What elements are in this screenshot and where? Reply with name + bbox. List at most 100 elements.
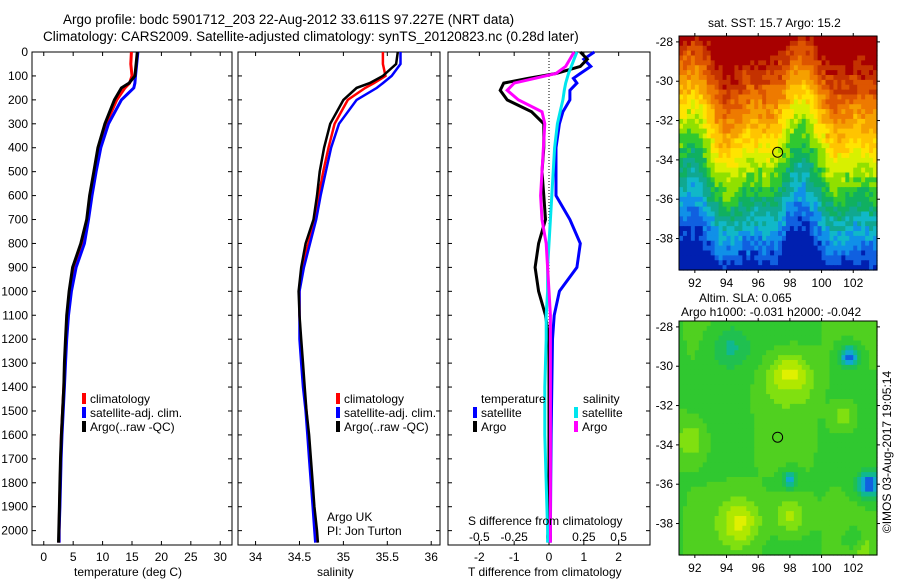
- map-cell: [785, 187, 791, 193]
- map-cell: [774, 477, 779, 483]
- map-cell: [754, 481, 759, 488]
- x-tick-label: 5: [70, 550, 77, 564]
- map-cell: [825, 540, 831, 546]
- map-cell: [770, 525, 775, 532]
- map-cell: [702, 143, 708, 149]
- map-cell: [857, 438, 862, 444]
- map-cell: [758, 345, 763, 351]
- map-cell: [762, 486, 767, 493]
- map-cell: [754, 50, 759, 57]
- map-cell: [730, 240, 736, 247]
- map-cell: [726, 167, 732, 174]
- map-cell: [702, 162, 708, 169]
- map-cell: [762, 355, 767, 361]
- map-cell: [785, 506, 791, 512]
- map-cell: [865, 423, 870, 429]
- map-cell: [730, 192, 736, 198]
- map-cell: [730, 60, 736, 66]
- map-cell: [682, 196, 688, 203]
- map-cell: [718, 394, 724, 400]
- map-cell: [718, 442, 724, 449]
- map-cell: [766, 118, 771, 125]
- map-cell: [817, 511, 823, 517]
- map-cell: [825, 486, 831, 493]
- map-cell: [841, 399, 846, 405]
- map-cell: [873, 355, 878, 361]
- map-cell: [750, 340, 755, 346]
- map-cell: [679, 477, 684, 483]
- map-cell: [710, 413, 716, 420]
- map-cell: [825, 442, 831, 449]
- map-cell: [679, 84, 684, 91]
- map-cell: [873, 345, 878, 351]
- map-cell: [690, 462, 696, 468]
- map-cell: [829, 408, 835, 415]
- map-cell: [845, 36, 850, 42]
- map-cell: [718, 148, 724, 154]
- map-cell: [873, 491, 878, 498]
- map-cell: [758, 506, 763, 512]
- map-cell: [797, 530, 803, 537]
- map-cell: [686, 442, 692, 449]
- map-cell: [797, 428, 803, 434]
- x-tick-label: 0: [546, 550, 553, 564]
- map-cell: [857, 187, 862, 193]
- map-cell: [710, 433, 716, 439]
- map-cell: [861, 379, 866, 385]
- map-cell: [738, 491, 743, 498]
- map-cell: [679, 520, 684, 527]
- map-cell: [813, 408, 819, 415]
- map-cell: [686, 177, 692, 183]
- map-cell: [710, 394, 716, 400]
- map-cell: [746, 530, 751, 537]
- map-cell: [746, 260, 751, 266]
- map-cell: [682, 408, 688, 415]
- map-cell: [849, 520, 854, 527]
- map-cell: [797, 486, 803, 493]
- map-cell: [722, 545, 728, 551]
- map-cell: [746, 187, 751, 193]
- map-cell: [825, 240, 831, 247]
- map-cell: [746, 545, 751, 551]
- map-cell: [809, 467, 815, 473]
- map-cell: [865, 369, 870, 376]
- map-cell: [766, 138, 771, 144]
- map-cell: [817, 403, 823, 410]
- map-cell: [841, 520, 846, 527]
- map-cell: [853, 138, 858, 144]
- map-cell: [766, 530, 771, 537]
- map-cell: [833, 65, 838, 71]
- map-cell: [698, 540, 704, 546]
- map-cell: [801, 216, 807, 222]
- map-cell: [718, 65, 724, 71]
- map-cell: [825, 114, 831, 120]
- map-cell: [722, 335, 728, 342]
- map-cell: [837, 540, 842, 546]
- map-cell: [726, 250, 732, 256]
- map-cell: [726, 467, 732, 473]
- map-cell: [730, 330, 736, 337]
- map-cell: [690, 60, 696, 66]
- map-cell: [710, 369, 716, 376]
- map-cell: [686, 45, 692, 52]
- map-cell: [857, 182, 862, 188]
- map-cell: [781, 335, 787, 342]
- map-cell: [694, 75, 700, 81]
- map-cell: [726, 211, 732, 217]
- map-cell: [682, 369, 688, 376]
- map-cell: [793, 75, 799, 81]
- map-cell: [762, 231, 767, 237]
- map-cell: [742, 226, 747, 232]
- map-cell: [785, 99, 791, 105]
- map-cell: [682, 389, 688, 395]
- map-cell: [869, 148, 874, 154]
- map-cell: [841, 540, 846, 546]
- map-cell: [774, 196, 779, 203]
- map-cell: [825, 196, 831, 203]
- map-cell: [750, 462, 755, 468]
- map-cell: [801, 255, 807, 261]
- map-cell: [813, 177, 819, 183]
- map-cell: [801, 394, 807, 400]
- map-cell: [861, 104, 866, 110]
- map-cell: [758, 235, 763, 242]
